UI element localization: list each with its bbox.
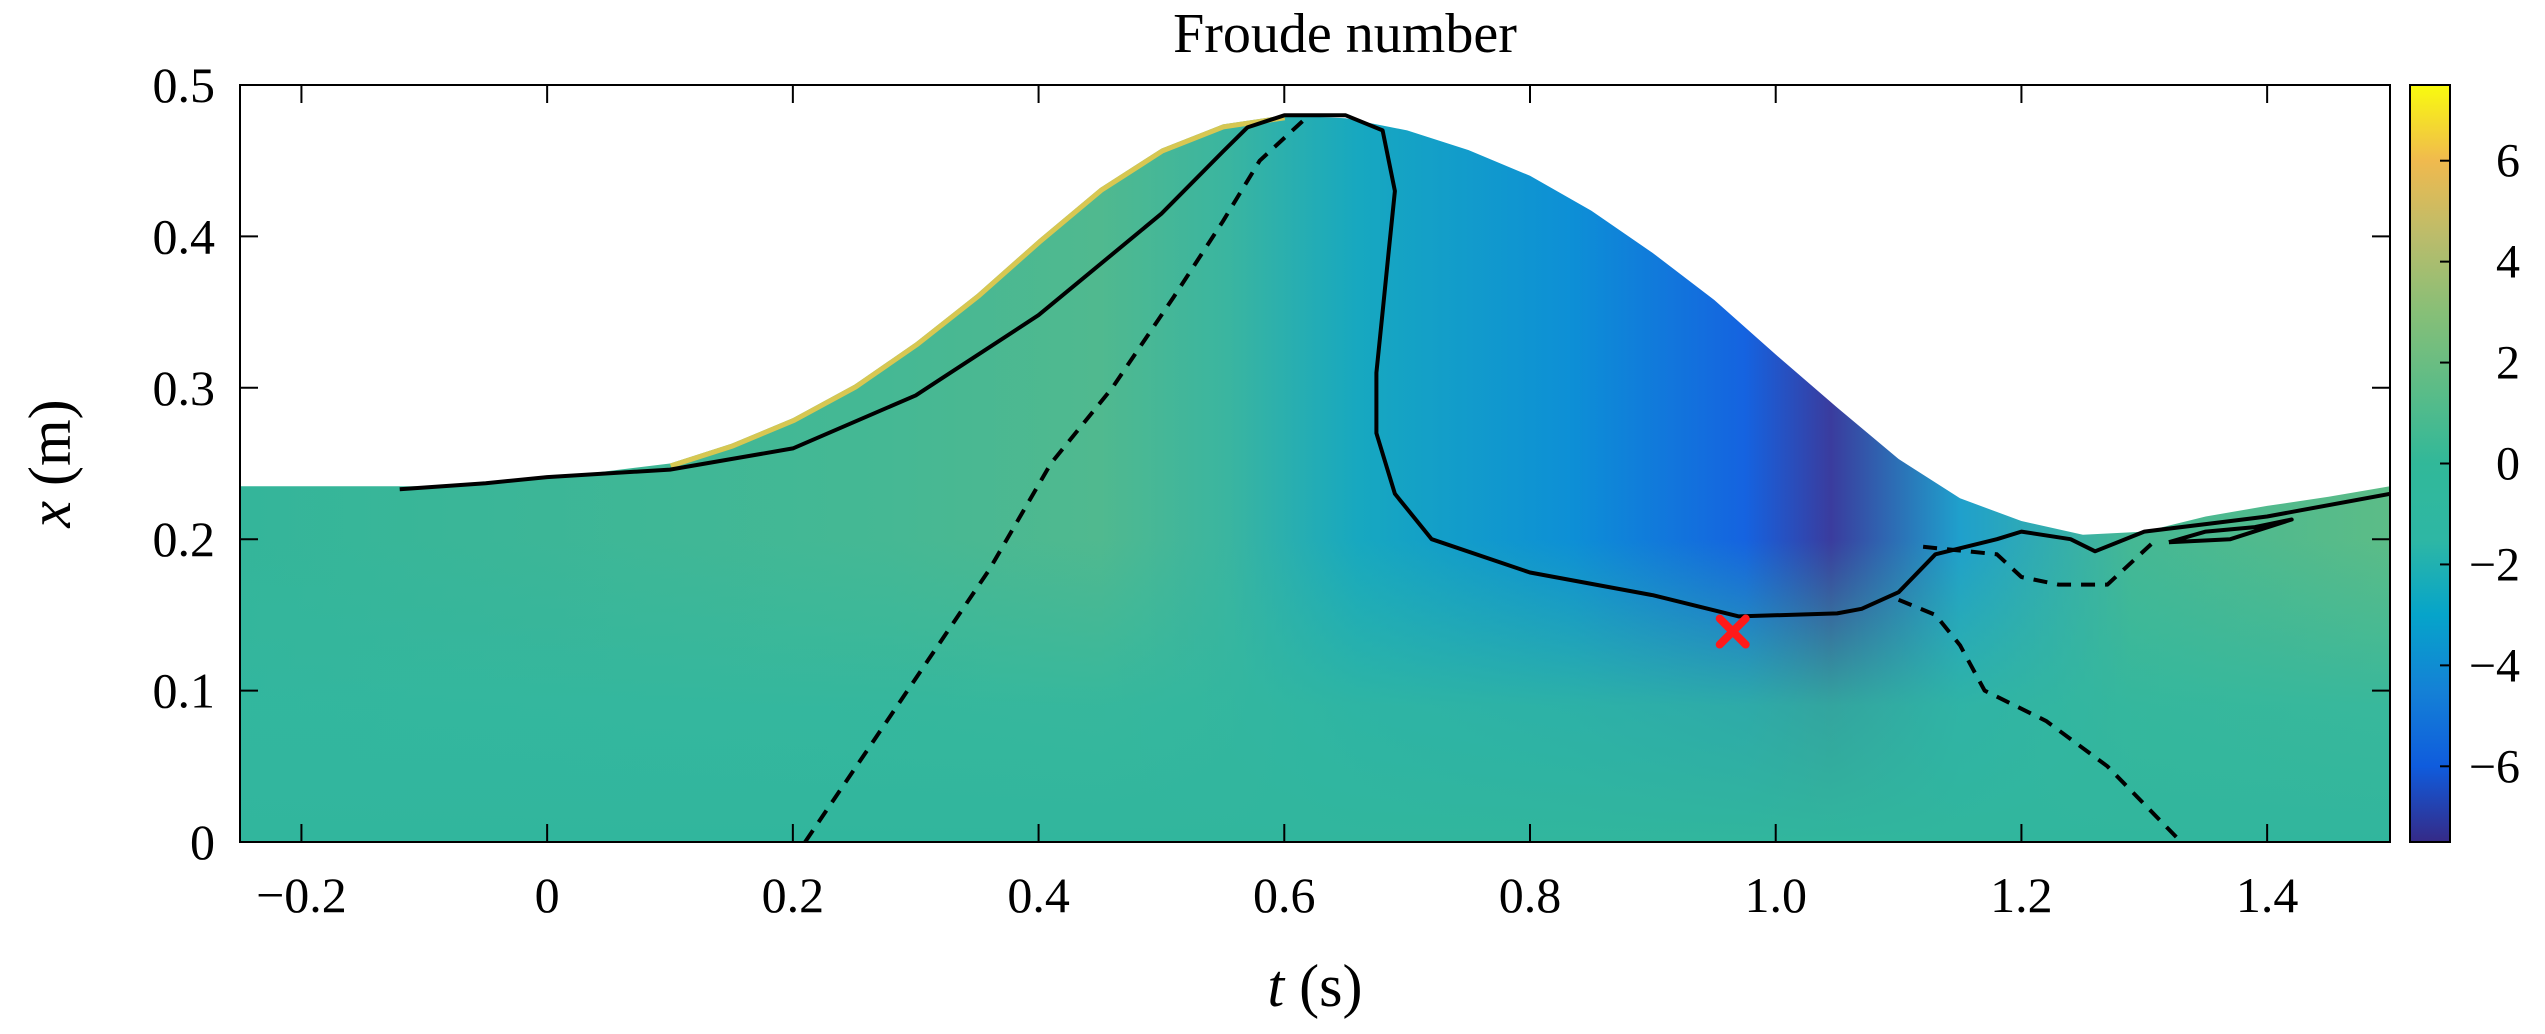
x-tick-label: 0.2 <box>762 867 825 923</box>
contour-dashed-right <box>1897 597 2183 842</box>
y-tick-label: 0.4 <box>153 208 216 264</box>
x-tick-label: 0.4 <box>1007 867 1070 923</box>
x-tick-label: 1.2 <box>1990 867 2053 923</box>
trough-marker <box>1715 614 1750 649</box>
colorbar-tick-label: −4 <box>2469 639 2520 692</box>
x-tick-label: −0.2 <box>256 867 347 923</box>
chart-title: Froude number <box>1173 3 1517 65</box>
x-tick-label: 1.4 <box>2236 867 2299 923</box>
y-axis-title: x (m) <box>17 399 83 528</box>
colorbar-tick-label: 2 <box>2496 337 2520 390</box>
y-tick-label: 0.3 <box>153 360 216 416</box>
x-tick-label: 1.0 <box>1744 867 1807 923</box>
y-axis-unit: (m) <box>17 399 83 501</box>
contour-solid-lower-loop <box>2168 517 2294 545</box>
colorbar: 6 4 2 0 −2 −4 −6 <box>2409 84 2520 843</box>
y-axis-var: x <box>17 501 83 529</box>
colorbar-tick-label: 0 <box>2496 438 2520 491</box>
heatmap-depth-shading <box>240 539 2390 842</box>
y-tick-label: 0.2 <box>153 511 216 567</box>
x-axis-var: t <box>1268 953 1286 1019</box>
colorbar-tick-label: −6 <box>2469 740 2520 793</box>
contour-solid-upper <box>399 113 2390 619</box>
colorbar-tick-label: −2 <box>2469 538 2520 591</box>
x-tick-label: 0.6 <box>1253 867 1316 923</box>
y-tick-label: 0 <box>190 814 215 870</box>
marker-x <box>1715 614 1750 649</box>
x-axis-unit: (s) <box>1284 953 1362 1019</box>
contour-dashed-right-upper <box>1922 537 2158 587</box>
plot-frame <box>239 84 2391 843</box>
contour-lines <box>399 113 2390 842</box>
x-tick-label: 0.8 <box>1499 867 1562 923</box>
colorbar-tick-label: 4 <box>2496 236 2520 289</box>
x-axis-ticks: −0.2 0 0.2 0.4 0.6 0.8 1.0 1.2 1.4 <box>256 85 2298 923</box>
y-tick-label: 0.1 <box>153 663 216 719</box>
x-axis-title: t (s) <box>1268 953 1363 1019</box>
y-tick-label: 0.5 <box>153 57 216 113</box>
heatmap-field <box>240 115 2390 842</box>
x-tick-label: 0 <box>535 867 560 923</box>
y-axis-ticks: 0 0.1 0.2 0.3 0.4 0.5 <box>153 57 2390 870</box>
colorbar-tick-label: 6 <box>2496 135 2520 188</box>
